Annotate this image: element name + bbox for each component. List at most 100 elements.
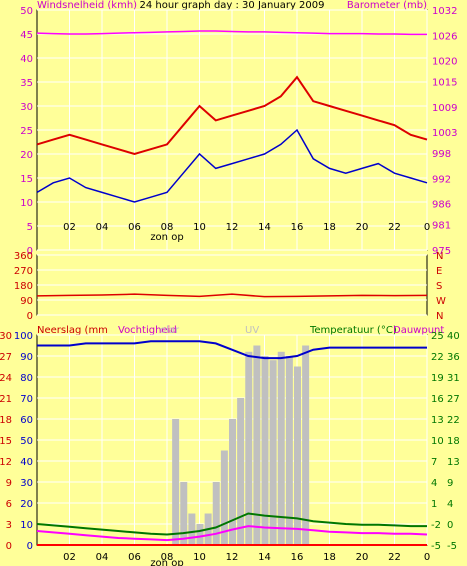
humidity-tick-label: 20 — [20, 499, 33, 510]
rain-tick-label: 3 — [6, 520, 12, 531]
bottom-x-tick-label: 16 — [291, 552, 304, 563]
bottom-x-tick-label: 04 — [96, 552, 109, 563]
solar-bar — [245, 351, 253, 545]
x-tick-label: 02 — [63, 222, 76, 233]
humidity-tick-label: 60 — [20, 415, 33, 426]
temperature-tick-label: 19 — [431, 373, 444, 384]
humidity-axis-title: Vochtigheid — [118, 325, 177, 336]
barometer-tick-label: 998 — [432, 149, 451, 160]
rain-tick-label: 27 — [0, 352, 12, 363]
dewpoint-axis-title: Dauwpunt — [393, 325, 444, 336]
temperature-outer-tick-label: 18 — [447, 436, 460, 447]
temperature-tick-label: 16 — [431, 394, 444, 405]
rain-tick-label: 24 — [0, 373, 12, 384]
rain-tick-label: 0 — [6, 541, 12, 552]
wind-tick-label: 20 — [20, 150, 33, 161]
x-tick-label: 10 — [193, 222, 206, 233]
temperature-tick-label: 22 — [431, 352, 444, 363]
humidity-tick-label: 50 — [20, 436, 33, 447]
bottom-series-line — [37, 340, 427, 360]
solar-bar — [188, 513, 196, 545]
bottom-x-tick-label: 14 — [258, 552, 271, 563]
solar-bar — [220, 450, 228, 545]
direction-tick-label: 90 — [20, 296, 33, 307]
solar-bar — [294, 366, 301, 545]
solar-bar — [212, 482, 220, 545]
temperature-tick-label: 10 — [431, 436, 444, 447]
wind-tick-label: 25 — [20, 126, 33, 137]
sunrise-label: zon op — [150, 232, 183, 243]
bottom-x-tick-label: 06 — [128, 552, 141, 563]
temperature-tick-label: 4 — [431, 478, 437, 489]
wind-tick-label: 40 — [20, 54, 33, 65]
humidity-tick-label: 80 — [20, 373, 33, 384]
wind-axis-title: Windsnelheid (kmh) — [37, 0, 137, 11]
temperature-axis-title: Temperatuur (°C) — [309, 325, 397, 336]
barometer-axis-title: Barometer (mb) — [347, 0, 427, 11]
chart-marks: 0510152025303540455097598198699299810031… — [0, 6, 460, 566]
rain-tick-label: 15 — [0, 436, 12, 447]
x-tick-label: 20 — [356, 222, 369, 233]
barometer-tick-label: 992 — [432, 174, 451, 185]
rain-tick-label: 12 — [0, 457, 12, 468]
humidity-tick-label: 90 — [20, 352, 33, 363]
barometer-tick-label: 1003 — [432, 128, 457, 139]
wind-direction-line — [36, 293, 428, 298]
bottom-x-tick-label: 0 — [424, 552, 430, 563]
top-series-line — [36, 128, 428, 203]
uv-axis-title: UV — [245, 325, 259, 336]
solar-bar — [229, 419, 236, 545]
temperature-outer-tick-label: -5 — [447, 541, 457, 552]
wind-tick-label: 5 — [27, 222, 33, 233]
temperature-outer-tick-label: 0 — [447, 520, 453, 531]
barometer-tick-label: 1026 — [432, 31, 457, 42]
bottom-x-tick-label: 12 — [226, 552, 239, 563]
temperature-outer-tick-label: 36 — [447, 352, 460, 363]
direction-tick-label: 0 — [27, 311, 33, 322]
wind-tick-label: 15 — [20, 174, 33, 185]
solar-bar — [302, 345, 310, 545]
humidity-tick-label: 40 — [20, 457, 33, 468]
bottom-x-tick-label: 02 — [63, 552, 76, 563]
wind-tick-label: 30 — [20, 102, 33, 113]
temperature-outer-tick-label: 4 — [447, 499, 453, 510]
direction-tick-label: 360 — [14, 251, 33, 262]
rain-tick-label: 30 — [0, 331, 12, 342]
chart-title: 24 hour graph day : 30 January 2009 — [140, 0, 325, 11]
compass-label: N — [436, 311, 443, 322]
x-tick-label: 06 — [128, 222, 141, 233]
temperature-tick-label: 25 — [431, 331, 444, 342]
solar-bar — [172, 419, 180, 545]
temperature-tick-label: 1 — [431, 499, 437, 510]
bottom-sunrise-label: zon op — [150, 558, 183, 566]
solar-bar — [196, 524, 204, 545]
temperature-outer-tick-label: 22 — [447, 415, 460, 426]
compass-label: E — [436, 266, 442, 277]
solar-bar — [237, 398, 245, 545]
bottom-series-line — [36, 525, 428, 542]
x-tick-label: 18 — [323, 222, 336, 233]
solar-axis-title: olar — [160, 325, 180, 336]
x-tick-label: 22 — [388, 222, 401, 233]
temperature-outer-tick-label: 40 — [447, 331, 460, 342]
temperature-outer-tick-label: 13 — [447, 457, 460, 468]
bottom-x-tick-label: 18 — [323, 552, 336, 563]
temperature-outer-tick-label: 9 — [447, 478, 453, 489]
rain-tick-label: 21 — [0, 394, 12, 405]
direction-tick-label: 180 — [14, 281, 33, 292]
barometer-tick-label: 1020 — [432, 57, 457, 68]
temperature-tick-label: -2 — [431, 520, 441, 531]
barometer-tick-label: 1015 — [432, 78, 457, 89]
wind-tick-label: 50 — [20, 6, 33, 17]
x-tick-label: 08 — [161, 222, 174, 233]
solar-bar — [277, 351, 285, 545]
solar-bar — [180, 482, 188, 545]
humidity-tick-label: 10 — [20, 520, 33, 531]
humidity-tick-label: 70 — [20, 394, 33, 405]
humidity-tick-label: 100 — [14, 331, 33, 342]
barometer-tick-label: 1032 — [432, 6, 457, 17]
rain-tick-label: 9 — [6, 478, 12, 489]
barometer-tick-label: 986 — [432, 200, 451, 211]
